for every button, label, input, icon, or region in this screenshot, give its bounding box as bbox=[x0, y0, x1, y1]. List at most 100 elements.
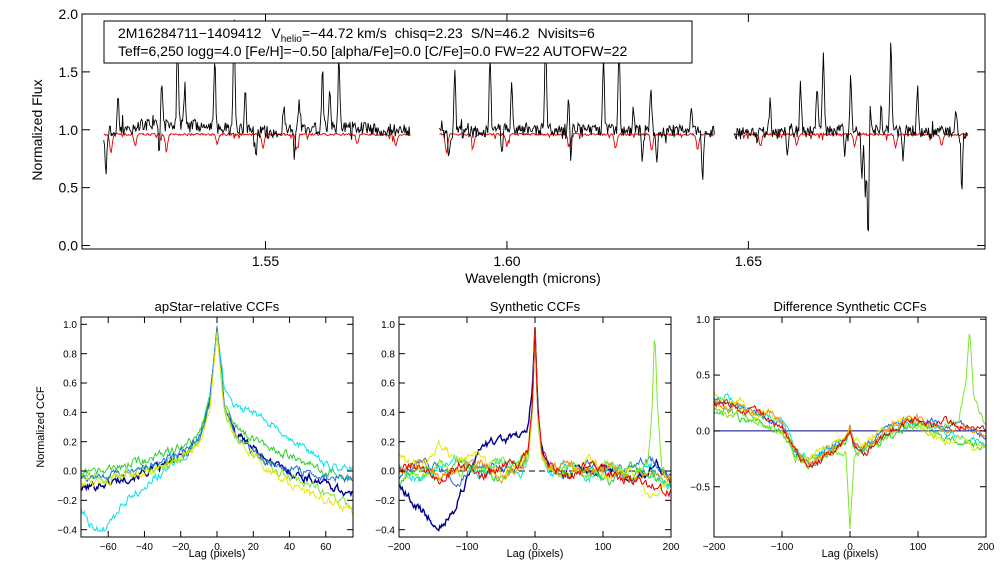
difference-ccf-x-tick-label: −200 bbox=[703, 542, 726, 553]
difference-ccf-lines bbox=[714, 334, 986, 530]
synthetic-ccf-y-tick-label: 0.6 bbox=[381, 379, 395, 390]
apstar-ccf-series-line bbox=[81, 325, 353, 481]
spectrum-plot-frame bbox=[81, 13, 986, 250]
difference-ccf-x-tick-label: 100 bbox=[910, 542, 927, 553]
apstar-ccf-lines bbox=[81, 325, 353, 533]
spectrum-y-axis-label: Normalized Flux bbox=[29, 79, 45, 180]
apstar-ccf-x-tick-label: 0 bbox=[214, 542, 220, 553]
spectrum-panel: 1.55 1.60 1.65 0.0 0.5 1.0 1.5 2.0 Wavelength (… bbox=[29, 6, 986, 286]
synthetic-ccf-x-tick-label: 100 bbox=[595, 542, 612, 553]
apstar-ccf-x-tick-label: −60 bbox=[100, 542, 117, 553]
apstar-ccf-y-tick-label: 0.2 bbox=[63, 437, 77, 448]
apstar-ccf-y-tick-label: 1.0 bbox=[63, 320, 77, 331]
apstar-ccf-x-tick-label: −20 bbox=[172, 542, 189, 553]
synthetic-ccf-lines bbox=[399, 327, 671, 532]
apstar-ccf-panel: apStar−relative CCFs −60 −40 −20 0 20 40 60 −0.… bbox=[35, 299, 354, 560]
info-line-1: 2M16284711−1409412 Vhelio=−44.72 km/s chis… bbox=[118, 25, 595, 45]
spectrum-y-tick-label: 1.0 bbox=[59, 122, 79, 138]
spectrum-y-tick-label: 2.0 bbox=[59, 6, 79, 22]
apstar-ccf-y-tick-label: −0.4 bbox=[57, 525, 77, 536]
spectrum-x-tick-label: 1.55 bbox=[252, 253, 279, 269]
synthetic-ccf-x-tick-label: −200 bbox=[388, 542, 411, 553]
info-line-2: Teff=6,250 logg=4.0 [Fe/H]=−0.50 [alpha/… bbox=[118, 43, 627, 59]
synthetic-ccf-title: Synthetic CCFs bbox=[490, 299, 581, 314]
synthetic-ccf-series-line bbox=[399, 330, 671, 489]
synthetic-ccf-y-tick-label: 0.0 bbox=[381, 467, 395, 478]
apstar-ccf-series-group bbox=[81, 325, 353, 533]
vhelio-value: =−44.72 km/s bbox=[302, 25, 387, 41]
apstar-ccf-x-axis-label: Lag (pixels) bbox=[189, 548, 246, 560]
synthetic-ccf-y-tick-label: −0.4 bbox=[375, 525, 395, 536]
synthetic-ccf-series-line bbox=[399, 331, 671, 499]
apstar-ccf-x-tick-label: 60 bbox=[320, 542, 332, 553]
vhelio-label: V bbox=[271, 25, 281, 41]
synthetic-ccf-ticks: −200 −100 0 100 200 −0.4 −0.2 0.0 0.2 0.4 0.6 0.8 1.… bbox=[375, 317, 680, 553]
apstar-ccf-x-tick-label: 20 bbox=[248, 542, 260, 553]
apstar-ccf-y-axis-label: Normalized CCF bbox=[35, 386, 47, 468]
synthetic-spectrum-line bbox=[439, 132, 715, 154]
synthetic-ccf-y-tick-label: 1.0 bbox=[381, 320, 395, 331]
synthetic-ccf-y-tick-label: 0.8 bbox=[381, 349, 395, 360]
spectrum-series-group bbox=[103, 19, 969, 232]
synthetic-ccf-y-tick-label: 0.4 bbox=[381, 408, 395, 419]
difference-ccf-series-group bbox=[714, 334, 986, 530]
apstar-ccf-series-line bbox=[81, 330, 353, 498]
synthetic-ccf-x-tick-label: 200 bbox=[663, 542, 680, 553]
star-id: 2M16284711−1409412 bbox=[118, 25, 262, 41]
spectrum-x-tick-label: 1.65 bbox=[735, 253, 762, 269]
spectrum-y-tick-label: 1.5 bbox=[59, 64, 79, 80]
spectrum-x-axis-label: Wavelength (microns) bbox=[465, 270, 601, 286]
apstar-ccf-ticks: −60 −40 −20 0 20 40 60 −0.4 −0.2 0.0 0.2 0.4 0.6 0.8 1… bbox=[57, 317, 353, 553]
synthetic-ccf-series-line bbox=[399, 327, 671, 498]
synthetic-ccf-series-line bbox=[399, 334, 671, 491]
apstar-ccf-title: apStar−relative CCFs bbox=[155, 299, 280, 314]
synthetic-spectrum-line bbox=[733, 131, 969, 150]
chisq-value: chisq=2.23 bbox=[395, 25, 463, 41]
synthetic-ccf-y-tick-label: −0.2 bbox=[375, 496, 395, 507]
apstar-ccf-y-tick-label: 0.6 bbox=[63, 379, 77, 390]
apstar-ccf-y-tick-label: 0.0 bbox=[63, 467, 77, 478]
apstar-ccf-y-tick-label: −0.2 bbox=[57, 496, 77, 507]
synthetic-spectrum-line bbox=[103, 131, 411, 153]
difference-ccf-y-tick-label: 1.0 bbox=[696, 315, 710, 326]
spectrum-y-tick-label: 0.0 bbox=[59, 238, 79, 254]
vhelio-subscript: helio bbox=[281, 34, 303, 45]
synthetic-ccf-x-axis-label: Lag (pixels) bbox=[507, 548, 564, 560]
difference-ccf-x-tick-label: −100 bbox=[771, 542, 794, 553]
synthetic-ccf-x-tick-label: −100 bbox=[456, 542, 479, 553]
observed-spectrum-line bbox=[438, 35, 715, 180]
difference-ccf-x-tick-label: 200 bbox=[978, 542, 995, 553]
info-box: 2M16284711−1409412 Vhelio=−44.72 km/s chis… bbox=[103, 20, 693, 64]
synthetic-ccf-plot-frame bbox=[398, 316, 672, 538]
observed-spectrum-line bbox=[733, 42, 969, 232]
apstar-ccf-x-tick-label: 40 bbox=[284, 542, 296, 553]
apstar-ccf-series-line bbox=[81, 327, 353, 533]
difference-ccf-y-tick-label: 0.0 bbox=[696, 427, 710, 438]
difference-ccf-title: Difference Synthetic CCFs bbox=[774, 299, 927, 314]
difference-ccf-y-tick-label: −0.5 bbox=[690, 482, 710, 493]
apstar-ccf-y-tick-label: 0.8 bbox=[63, 349, 77, 360]
difference-ccf-series-line bbox=[714, 334, 986, 530]
difference-ccf-series-line bbox=[714, 399, 986, 469]
spectrum-ticks: 1.55 1.60 1.65 0.0 0.5 1.0 1.5 2.0 bbox=[59, 6, 985, 269]
difference-ccf-panel: Difference Synthetic CCFs −200 −100 0 100 20… bbox=[690, 299, 995, 560]
spectrum-x-tick-label: 1.60 bbox=[493, 253, 520, 269]
apstar-ccf-x-tick-label: −40 bbox=[136, 542, 153, 553]
info-box-frame bbox=[103, 20, 693, 64]
synthetic-ccf-panel: Synthetic CCFs −200 −100 0 100 200 −0.4 −0.2 0.… bbox=[375, 299, 680, 560]
synthetic-ccf-series-line bbox=[399, 327, 671, 532]
spectrum-y-tick-label: 0.5 bbox=[59, 180, 79, 196]
synthetic-ccf-series-group bbox=[399, 327, 671, 532]
synthetic-ccf-series-line bbox=[399, 328, 671, 484]
apstar-ccf-series-line bbox=[81, 331, 353, 515]
nvisits-value: Nvisits=6 bbox=[538, 25, 595, 41]
snr-value: S/N=46.2 bbox=[471, 25, 530, 41]
difference-ccf-ticks: −200 −100 0 100 200 −0.5 0.0 0.5 1.0 bbox=[690, 315, 995, 553]
synthetic-ccf-y-tick-label: 0.2 bbox=[381, 437, 395, 448]
synthetic-ccf-x-tick-label: 0 bbox=[532, 542, 538, 553]
difference-ccf-x-axis-label: Lag (pixels) bbox=[822, 548, 879, 560]
apstar-ccf-y-tick-label: 0.4 bbox=[63, 408, 77, 419]
observed-spectrum-line bbox=[103, 19, 411, 175]
